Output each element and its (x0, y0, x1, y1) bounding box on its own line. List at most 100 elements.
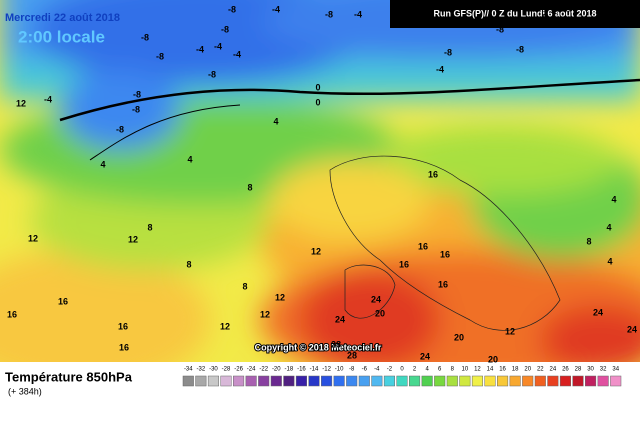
scale-label: 26 (562, 367, 569, 373)
scale-swatch (220, 375, 232, 387)
contour-label: 8 (242, 281, 247, 291)
scale-swatch (522, 375, 534, 387)
contour-label: -4 (44, 94, 52, 104)
scale-label: -14 (310, 367, 319, 373)
contour-label: 0 (315, 82, 320, 92)
scale-label: 12 (474, 367, 481, 373)
scale-swatch (321, 375, 333, 387)
scale-label: 2 (413, 367, 417, 373)
contour-label: 8 (147, 222, 152, 232)
scale-swatch (283, 375, 295, 387)
contour-label: -8 (116, 124, 124, 134)
scale-swatch (446, 375, 458, 387)
contour-label: -8 (228, 4, 236, 14)
contour-label: 24 (627, 324, 637, 334)
contour-label: 12 (505, 326, 515, 336)
scale-swatch (270, 375, 282, 387)
scale-label: 22 (537, 367, 544, 373)
run-info: Run GFS(P)// 0 Z du Lundi 6 août 2018 (433, 8, 596, 18)
scale-label: 10 (462, 367, 469, 373)
scale-label: -22 (259, 367, 268, 373)
contour-label: -8 (496, 24, 504, 34)
scale-swatch (421, 375, 433, 387)
contour-label: 16 (438, 279, 448, 289)
scale-label: 18 (512, 367, 519, 373)
contour-label: 20 (488, 354, 498, 364)
scale-swatch (333, 375, 345, 387)
scale-label: 24 (550, 367, 557, 373)
contour-label: 12 (311, 246, 321, 256)
scale-label: 14 (487, 367, 494, 373)
contour-label: 12 (28, 233, 38, 243)
contour-label: 12 (275, 292, 285, 302)
contour-label: 20 (375, 308, 385, 318)
scale-label: -24 (247, 367, 256, 373)
valid-date: Mercredi 22 août 2018 (5, 12, 120, 24)
scale-swatch (459, 375, 471, 387)
contour-label: 4 (187, 154, 192, 164)
contour-label: 20 (454, 332, 464, 342)
scale-swatch (371, 375, 383, 387)
scale-label: 30 (587, 367, 594, 373)
lead-time: (+ 384h) (8, 386, 42, 396)
scale-swatch (572, 375, 584, 387)
scale-swatch (233, 375, 245, 387)
contour-label: 16 (119, 342, 129, 352)
contour-label: 28 (347, 350, 357, 360)
contour-label: 16 (118, 321, 128, 331)
contour-label: -4 (214, 41, 222, 51)
scale-label: -34 (184, 367, 193, 373)
contour-label: 8 (247, 182, 252, 192)
scale-label: -8 (349, 367, 355, 373)
contour-label: 4 (273, 116, 278, 126)
scale-label: -16 (297, 367, 306, 373)
contour-label: 8 (586, 236, 591, 246)
scale-label: 20 (524, 367, 531, 373)
scale-swatch (597, 375, 609, 387)
contour-label: 16 (418, 241, 428, 251)
contour-label: 16 (7, 309, 17, 319)
contour-label: 4 (611, 194, 616, 204)
scale-label: -20 (272, 367, 281, 373)
scale-label: -26 (234, 367, 243, 373)
scale-swatch (245, 375, 257, 387)
scale-swatch (195, 375, 207, 387)
scale-label: -6 (362, 367, 368, 373)
contour-label: -8 (516, 44, 524, 54)
scale-label: 16 (499, 367, 506, 373)
contour-label: 16 (440, 249, 450, 259)
scale-label: 32 (600, 367, 607, 373)
scale-swatch (509, 375, 521, 387)
contour-label: 4 (100, 159, 105, 169)
contour-label: 24 (335, 314, 345, 324)
scale-swatch (559, 375, 571, 387)
scale-label: 0 (400, 367, 404, 373)
contour-label: 24 (420, 351, 430, 361)
scale-label: -4 (374, 367, 380, 373)
contour-label: 24 (371, 294, 381, 304)
color-scale: -34 -32 -30 -28 -26 -24 -22 -20 -18 -16 -14 -12 -10-… (182, 367, 622, 387)
run-box (390, 0, 640, 28)
scale-swatch (610, 375, 622, 387)
scale-label: 8 (451, 367, 455, 373)
contour-label: -4 (354, 9, 362, 19)
scale-swatch (497, 375, 509, 387)
scale-swatch (434, 375, 446, 387)
scale-label: -28 (222, 367, 231, 373)
contour-label: -8 (221, 24, 229, 34)
scale-swatch (534, 375, 546, 387)
contour-label: 0 (315, 97, 320, 107)
scale-swatch (409, 375, 421, 387)
scale-label: -12 (322, 367, 331, 373)
contour-label: 12 (128, 234, 138, 244)
contour-label: 4 (606, 222, 611, 232)
scale-swatch (396, 375, 408, 387)
contour-label: 4 (607, 256, 612, 266)
contour-label: -4 (233, 49, 241, 59)
scale-swatch (346, 375, 358, 387)
scale-label: -10 (335, 367, 344, 373)
contour-labels: -8-8-4 -4-8-8-4-8-8-8-8-4 -8 -4-4-8 -8-8-800… (7, 4, 637, 364)
scale-swatch (358, 375, 370, 387)
contour-label: 24 (593, 307, 603, 317)
